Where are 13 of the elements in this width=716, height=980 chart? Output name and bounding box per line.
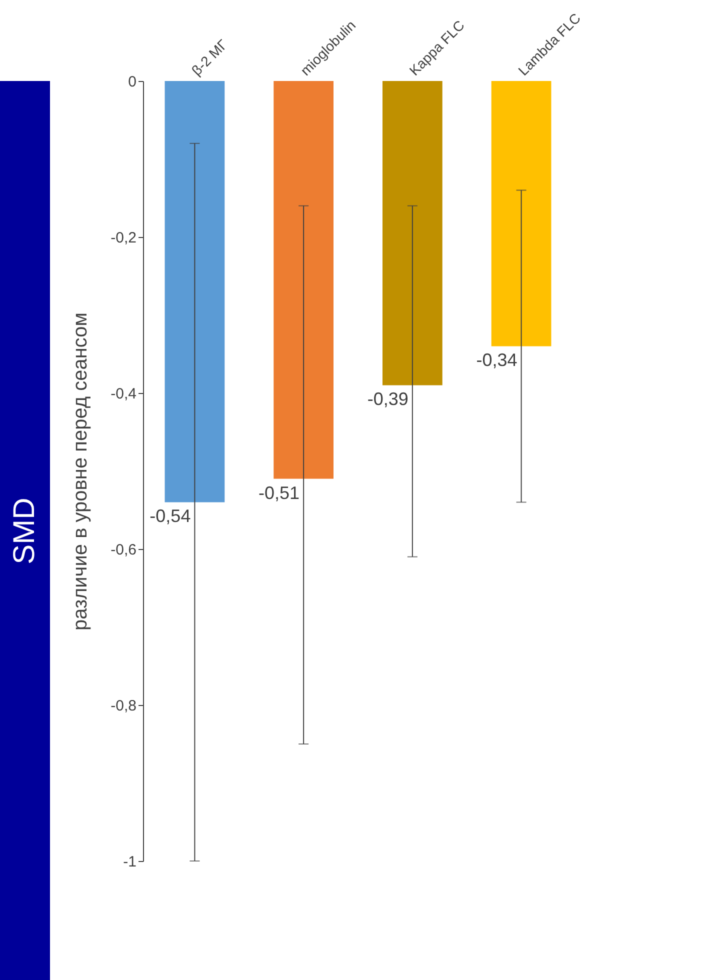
data-label: -0,54	[150, 506, 191, 526]
data-label: -0,34	[476, 350, 518, 370]
data-label: -0,39	[367, 389, 408, 410]
y-tick-label: 0	[128, 74, 136, 90]
y-tick-label: -0,8	[110, 698, 136, 714]
y-tick-label: -0,6	[110, 542, 136, 558]
text: SMD	[8, 498, 41, 564]
data-label: -0,51	[258, 482, 300, 503]
y-tick-label: -1	[123, 854, 136, 870]
y-axis-title: различие в уровне перед сеансом	[70, 312, 92, 631]
y-tick-label: -0,2	[110, 230, 136, 246]
x-tick-label: β-2 МГ	[188, 36, 231, 78]
y-tick-label: -0,4	[110, 386, 136, 402]
